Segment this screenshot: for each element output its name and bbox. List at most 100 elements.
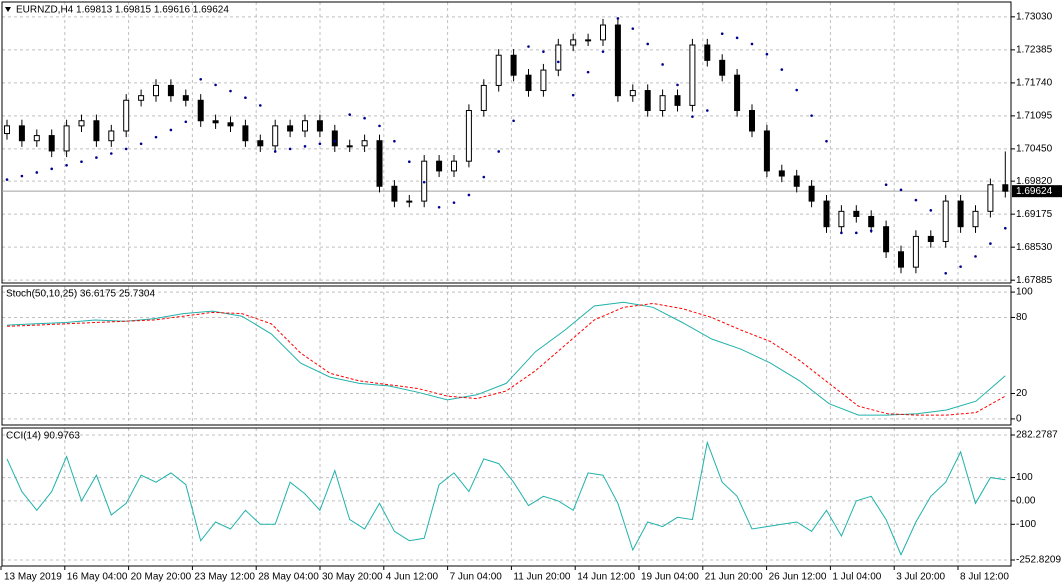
x-tick-label: 4 Jun 12:00 bbox=[386, 572, 439, 583]
x-tick-label: 16 May 04:00 bbox=[67, 572, 128, 583]
candle-body bbox=[153, 84, 159, 97]
sar-dot bbox=[124, 147, 128, 151]
sar-dot bbox=[50, 167, 53, 171]
sar-dot bbox=[65, 163, 68, 167]
candle-body bbox=[108, 130, 115, 142]
y-tick-label: 0 bbox=[1016, 414, 1022, 425]
sar-dot bbox=[929, 209, 933, 212]
candle-body bbox=[78, 120, 85, 127]
sar-dot bbox=[542, 50, 545, 53]
x-tick-label: 3 Jul 20:00 bbox=[896, 572, 945, 583]
y-tick-label: 100 bbox=[1016, 287, 1033, 298]
candle-body bbox=[927, 235, 934, 243]
candle-body bbox=[182, 95, 189, 101]
candle-body bbox=[883, 226, 890, 253]
candle-body bbox=[734, 74, 741, 112]
candle-body bbox=[957, 200, 964, 228]
candle-body bbox=[868, 215, 875, 228]
sar-dot bbox=[512, 119, 515, 123]
candle-body bbox=[167, 84, 174, 97]
y-tick-label: 80 bbox=[1016, 312, 1028, 323]
indicator-line bbox=[6, 301, 1006, 416]
sar-dot bbox=[199, 77, 202, 81]
y-tick-label: 1.69175 bbox=[1016, 209, 1053, 220]
sar-dot bbox=[139, 142, 143, 146]
sar-dot bbox=[765, 52, 769, 56]
sar-dot bbox=[437, 205, 441, 209]
candle-body bbox=[451, 160, 457, 172]
candle-body bbox=[808, 185, 815, 202]
sar-dot bbox=[452, 201, 456, 204]
sar-dot bbox=[795, 88, 798, 92]
candle-body bbox=[719, 59, 726, 76]
y-tick-label: -100 bbox=[1016, 519, 1036, 530]
sar-dot bbox=[110, 152, 113, 155]
sar-dot bbox=[408, 160, 411, 163]
candle-body bbox=[391, 185, 398, 202]
sar-dot bbox=[229, 89, 232, 93]
candle-body bbox=[838, 210, 845, 228]
candle-body bbox=[689, 44, 696, 106]
x-tick-label: 11 Jun 20:00 bbox=[513, 572, 571, 583]
x-tick-label: 21 Jun 20:00 bbox=[705, 572, 763, 583]
indicator-line bbox=[6, 302, 1006, 416]
pane-frame bbox=[1, 427, 1012, 567]
candle-body bbox=[18, 125, 25, 142]
x-tick-label: 8 Jul 12:00 bbox=[960, 572, 1009, 583]
x-tick-label: 28 May 04:00 bbox=[258, 572, 319, 583]
sar-dot bbox=[661, 63, 664, 66]
sar-dot bbox=[5, 178, 9, 181]
sar-dot bbox=[974, 255, 977, 258]
sar-dot bbox=[914, 198, 918, 202]
sar-dot bbox=[20, 174, 24, 178]
candle-body bbox=[480, 84, 487, 112]
sar-dot bbox=[35, 171, 39, 174]
sar-dot bbox=[422, 180, 426, 184]
candle-body bbox=[227, 122, 234, 127]
candle-body bbox=[1002, 184, 1009, 192]
sar-dot bbox=[378, 124, 381, 128]
candle-body bbox=[659, 95, 666, 112]
sar-dot bbox=[825, 139, 828, 143]
candle-body bbox=[138, 95, 145, 101]
x-tick-label: 26 Jun 12:00 bbox=[769, 572, 827, 583]
y-tick-label: 1.67885 bbox=[1016, 275, 1053, 286]
pane-frame bbox=[1, 1, 1012, 284]
y-tick-label: 1.71740 bbox=[1016, 78, 1053, 89]
candle-body bbox=[987, 184, 994, 212]
sar-dot bbox=[571, 93, 575, 97]
candle-body bbox=[749, 110, 755, 132]
y-tick-label: 1.72385 bbox=[1016, 44, 1053, 55]
y-tick-label: 1.70450 bbox=[1016, 144, 1053, 155]
candle-body bbox=[853, 210, 860, 217]
sar-dot bbox=[467, 193, 471, 197]
sar-dot bbox=[363, 116, 366, 120]
candle-body bbox=[287, 125, 294, 132]
candle-body bbox=[823, 200, 830, 228]
y-tick-label: -252.8209 bbox=[1016, 555, 1061, 566]
candle-body bbox=[242, 125, 249, 142]
sar-dot bbox=[288, 147, 292, 151]
sar-dot bbox=[497, 150, 501, 153]
candle-body bbox=[93, 120, 100, 142]
sar-dot bbox=[780, 68, 784, 71]
candle-body bbox=[912, 235, 919, 268]
sar-dot bbox=[184, 120, 188, 124]
sar-dot bbox=[631, 27, 635, 30]
y-tick-label: 20 bbox=[1016, 388, 1028, 399]
sar-dot bbox=[154, 135, 158, 139]
sar-dot bbox=[616, 17, 620, 20]
candle-body bbox=[48, 135, 55, 152]
sar-dot bbox=[899, 188, 903, 192]
sar-dot bbox=[214, 83, 217, 87]
y-tick-label: 282.2787 bbox=[1016, 430, 1058, 441]
sar-dot bbox=[586, 70, 590, 74]
candle-body bbox=[972, 210, 979, 228]
sar-dot bbox=[333, 139, 337, 143]
sar-dot bbox=[989, 242, 992, 245]
indicator-line bbox=[6, 440, 1006, 556]
x-tick-label: 30 May 20:00 bbox=[322, 572, 383, 583]
candle-body bbox=[376, 140, 383, 187]
candle-body bbox=[465, 110, 472, 162]
